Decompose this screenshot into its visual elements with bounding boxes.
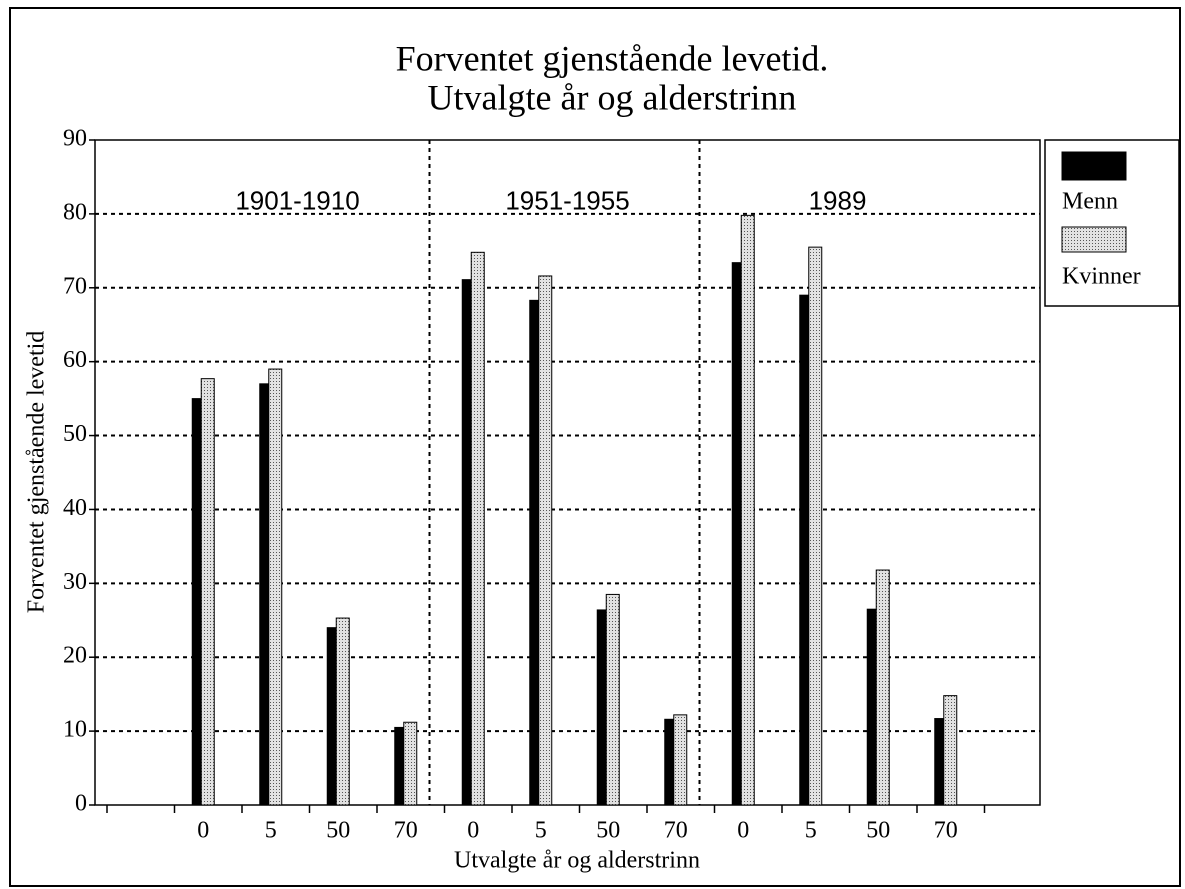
bar (673, 714, 688, 806)
y-tick-label: 30 (63, 569, 87, 595)
y-tick-label: 50 (63, 421, 87, 447)
bar (538, 275, 553, 806)
y-tick-label: 20 (63, 643, 87, 669)
x-axis-label: Utvalgte år og alderstrinn (454, 848, 700, 874)
x-tick-label: 5 (265, 818, 277, 844)
legend-swatch (1061, 151, 1127, 181)
bar (200, 378, 215, 806)
legend-label: Menn (1062, 189, 1118, 215)
bar (808, 246, 823, 806)
x-tick-label: 50 (866, 818, 890, 844)
x-tick-label: 0 (197, 818, 209, 844)
group-label: 1901-1910 (235, 186, 359, 216)
x-tick-label: 0 (737, 818, 749, 844)
y-tick-label: 0 (75, 791, 87, 817)
x-tick-label: 5 (805, 818, 817, 844)
group-label: 1951-1955 (505, 186, 629, 216)
chart-subtitle: Utvalgte år og alderstrinn (428, 77, 797, 117)
bar (605, 593, 620, 806)
x-tick-label: 70 (934, 818, 958, 844)
y-tick-label: 60 (63, 347, 87, 373)
bar (470, 251, 485, 806)
legend-swatch (1061, 226, 1127, 253)
x-tick-label: 5 (535, 818, 547, 844)
frame (9, 7, 1181, 887)
x-tick-label: 70 (394, 818, 418, 844)
y-tick-label: 90 (63, 126, 87, 152)
y-axis-label: Forventet gjenstående levetid (24, 331, 50, 614)
x-tick-label: 50 (596, 818, 620, 844)
bar (403, 721, 418, 806)
y-tick-label: 10 (63, 717, 87, 743)
bar (943, 695, 958, 806)
chart-title: Forventet gjenstående levetid. (396, 38, 829, 78)
y-tick-label: 80 (63, 199, 87, 225)
bar (335, 617, 350, 806)
y-tick-label: 40 (63, 495, 87, 521)
legend-label: Kvinner (1062, 264, 1141, 290)
x-tick-label: 50 (326, 818, 350, 844)
bar (268, 368, 283, 806)
x-tick-label: 0 (467, 818, 479, 844)
bar (740, 214, 755, 806)
y-tick-label: 70 (63, 273, 87, 299)
bar (875, 569, 890, 806)
x-tick-label: 70 (664, 818, 688, 844)
plot-frame (94, 139, 1041, 806)
group-label: 1989 (809, 186, 867, 216)
